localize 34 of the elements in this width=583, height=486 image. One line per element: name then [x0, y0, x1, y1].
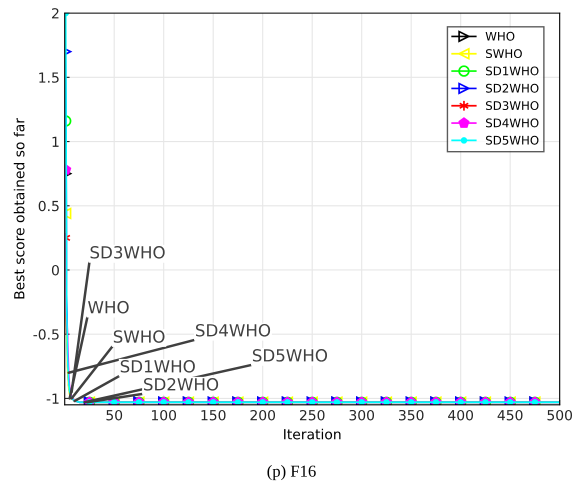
y-tick-label: -0.5: [33, 329, 59, 340]
x-tick-label: 500: [547, 410, 572, 420]
x-tick-label: 50: [106, 410, 122, 420]
legend-label: SD4WHO: [486, 118, 538, 128]
x-tick-label: 300: [349, 410, 374, 420]
annotation: SD5WHO: [252, 349, 328, 362]
legend-label: WHO: [486, 32, 514, 41]
legend-label: SWHO: [486, 49, 522, 58]
annotation: SD1WHO: [120, 360, 195, 373]
legend-label: SD3WHO: [486, 101, 538, 110]
legend-label: SD5WHO: [486, 136, 538, 145]
annotation: WHO: [88, 300, 129, 314]
x-tick-label: 350: [398, 410, 424, 420]
annotation: SWHO: [114, 330, 164, 343]
y-tick-label: 0: [52, 264, 59, 276]
x-tick-label: 250: [300, 410, 325, 420]
y-tick-label: 2: [52, 8, 58, 18]
annotation: SD4WHO: [196, 324, 270, 337]
y-tick-label: 1: [52, 136, 59, 147]
x-axis-title: Iteration: [284, 428, 340, 440]
x-tick-label: 400: [448, 410, 474, 420]
legend-label: SD1WHO: [486, 66, 538, 76]
x-tick-label: 150: [201, 410, 226, 420]
y-tick-label: 0.5: [38, 200, 59, 212]
x-tick-label: 100: [152, 410, 176, 420]
annotation: SD2WHO: [144, 378, 218, 391]
y-tick-label: 1.5: [39, 72, 59, 83]
x-tick-label: 450: [498, 410, 523, 420]
text: (p) F16: [267, 465, 316, 480]
annotation: SD3WHO: [90, 246, 165, 259]
y-axis-title: Best score obtained so far: [14, 118, 25, 299]
y-tick-label: -1: [46, 394, 59, 404]
legend-label: SD2WHO: [486, 84, 538, 93]
x-tick-label: 200: [250, 410, 276, 420]
